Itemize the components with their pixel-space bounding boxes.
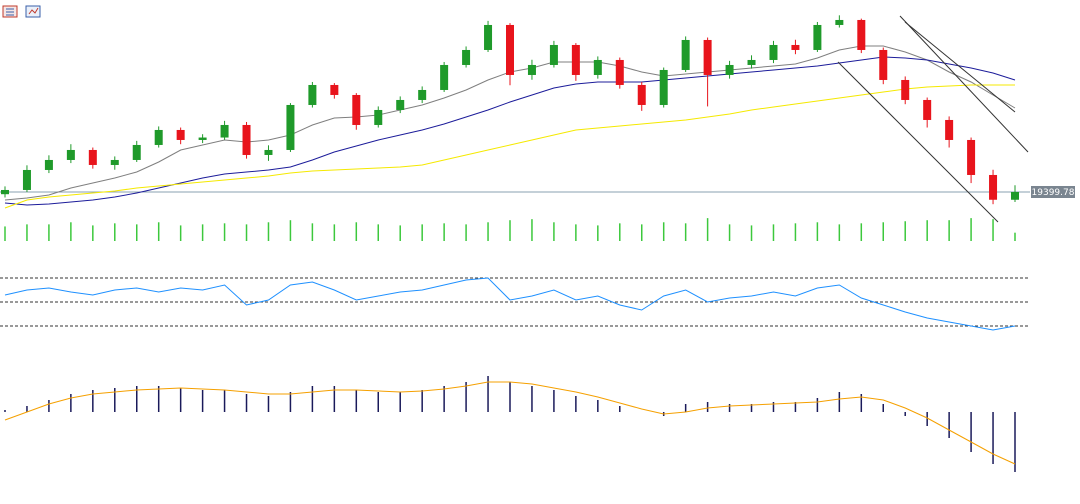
candle-body xyxy=(88,149,97,165)
price-label-box xyxy=(1031,186,1075,198)
candle-body xyxy=(989,174,998,200)
candle-body xyxy=(879,49,888,80)
price-label: 19399.78 xyxy=(1032,188,1075,198)
candle-body xyxy=(769,44,778,60)
candle-body xyxy=(440,64,449,90)
candle-body xyxy=(242,124,251,155)
candle-body xyxy=(418,89,427,100)
candle-body xyxy=(264,149,273,155)
candle-body xyxy=(615,59,624,85)
moving-average xyxy=(4,84,1015,209)
channel-line xyxy=(904,21,1016,113)
candle-body xyxy=(725,64,734,75)
candle-body xyxy=(901,79,910,100)
candle-body xyxy=(154,129,163,145)
candle-body xyxy=(308,84,317,105)
candle-body xyxy=(44,159,53,170)
candle-body xyxy=(1,189,9,195)
candle-body xyxy=(637,84,646,105)
candle-body xyxy=(352,94,361,125)
signal-line xyxy=(4,381,1016,465)
candle-body xyxy=(703,39,712,75)
candle-body xyxy=(527,64,536,75)
candle-body xyxy=(220,124,229,138)
candle-body xyxy=(110,159,119,165)
candle-body xyxy=(549,44,558,65)
candle-body xyxy=(330,84,339,95)
candle-body xyxy=(945,119,954,140)
candle-body xyxy=(813,24,822,50)
candle-body xyxy=(747,59,756,65)
candle-body xyxy=(462,49,471,65)
candle-body xyxy=(1011,192,1019,200)
toolbar-icons xyxy=(2,5,41,18)
candle-body xyxy=(198,137,207,140)
candle-body xyxy=(571,44,580,75)
candle-body xyxy=(791,44,800,50)
candle-body xyxy=(132,144,141,160)
candle-body xyxy=(857,19,866,50)
candle-body xyxy=(286,104,295,150)
channel-line xyxy=(837,61,999,223)
candle-body xyxy=(176,129,185,140)
candle-body xyxy=(923,99,932,120)
candle-body xyxy=(681,39,690,70)
channel-line xyxy=(899,15,1029,153)
trend-channel xyxy=(837,15,1029,223)
candle-body xyxy=(374,109,383,125)
rsi-line xyxy=(4,277,1016,331)
candle-body xyxy=(659,69,668,105)
candle-body xyxy=(835,19,844,25)
candle-body xyxy=(506,24,514,75)
candle-body xyxy=(22,169,31,190)
icon-line xyxy=(28,7,39,15)
candle-body xyxy=(396,99,405,110)
candle-body xyxy=(66,149,75,160)
candle-body xyxy=(593,59,602,75)
candle-body xyxy=(484,24,493,50)
candle-body xyxy=(967,139,976,175)
